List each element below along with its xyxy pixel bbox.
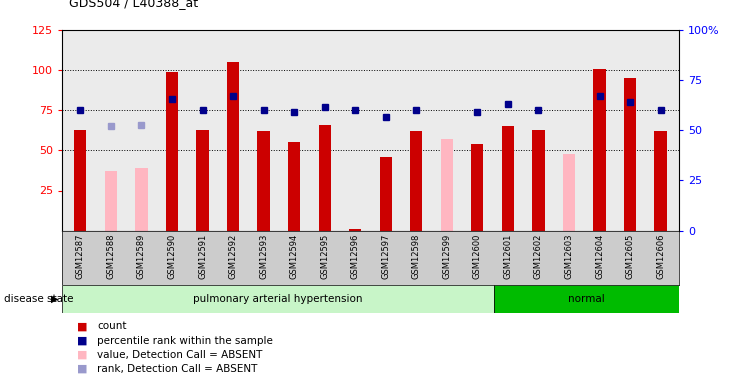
- Text: GSM12601: GSM12601: [504, 233, 512, 279]
- Bar: [166, 72, 178, 231]
- Text: GSM12590: GSM12590: [167, 233, 177, 279]
- Bar: [318, 125, 331, 231]
- Bar: [563, 154, 575, 231]
- Bar: [135, 168, 147, 231]
- Bar: [227, 62, 239, 231]
- Text: ■: ■: [77, 321, 87, 331]
- Bar: [624, 78, 636, 231]
- Text: percentile rank within the sample: percentile rank within the sample: [97, 336, 273, 345]
- Text: GSM12594: GSM12594: [290, 233, 299, 279]
- Bar: [380, 157, 392, 231]
- Text: disease state: disease state: [4, 294, 73, 304]
- Bar: [288, 142, 300, 231]
- Text: pulmonary arterial hypertension: pulmonary arterial hypertension: [193, 294, 363, 304]
- Bar: [62, 285, 493, 313]
- Text: normal: normal: [568, 294, 604, 304]
- Text: GSM12597: GSM12597: [381, 233, 391, 279]
- Text: ■: ■: [77, 350, 87, 360]
- Text: GSM12588: GSM12588: [107, 233, 115, 279]
- Text: ▶: ▶: [51, 294, 58, 304]
- Bar: [532, 129, 545, 231]
- Text: GSM12600: GSM12600: [473, 233, 482, 279]
- Text: value, Detection Call = ABSENT: value, Detection Call = ABSENT: [97, 350, 263, 360]
- Text: rank, Detection Call = ABSENT: rank, Detection Call = ABSENT: [97, 364, 258, 374]
- Bar: [502, 126, 514, 231]
- Text: ■: ■: [77, 336, 87, 345]
- Text: GSM12595: GSM12595: [320, 233, 329, 279]
- Text: GSM12589: GSM12589: [137, 233, 146, 279]
- Bar: [258, 131, 269, 231]
- Text: GSM12606: GSM12606: [656, 233, 665, 279]
- Text: GSM12602: GSM12602: [534, 233, 543, 279]
- Bar: [74, 129, 86, 231]
- Text: GSM12603: GSM12603: [564, 233, 574, 279]
- Text: GSM12596: GSM12596: [350, 233, 360, 279]
- Bar: [655, 131, 666, 231]
- Text: GSM12598: GSM12598: [412, 233, 420, 279]
- Text: GSM12604: GSM12604: [595, 233, 604, 279]
- Bar: [441, 139, 453, 231]
- Bar: [349, 229, 361, 231]
- Text: GSM12592: GSM12592: [228, 233, 237, 279]
- Text: GSM12587: GSM12587: [76, 233, 85, 279]
- Text: ■: ■: [77, 364, 87, 374]
- Bar: [105, 171, 117, 231]
- Text: GDS504 / L40388_at: GDS504 / L40388_at: [69, 0, 199, 9]
- Bar: [593, 69, 606, 231]
- Text: GSM12593: GSM12593: [259, 233, 268, 279]
- Text: GSM12591: GSM12591: [198, 233, 207, 279]
- Bar: [410, 131, 423, 231]
- Text: GSM12605: GSM12605: [626, 233, 634, 279]
- Bar: [196, 129, 209, 231]
- Bar: [472, 144, 483, 231]
- Text: GSM12599: GSM12599: [442, 233, 451, 279]
- Text: count: count: [97, 321, 126, 331]
- Bar: [493, 285, 679, 313]
